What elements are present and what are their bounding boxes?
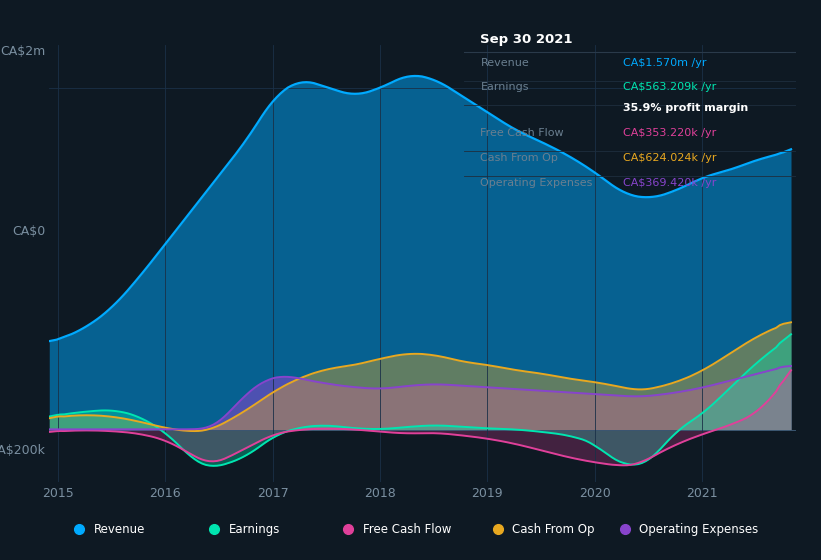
Text: -CA$200k: -CA$200k xyxy=(0,444,45,456)
Text: Free Cash Flow: Free Cash Flow xyxy=(480,128,564,138)
Text: Free Cash Flow: Free Cash Flow xyxy=(363,522,452,536)
Text: Revenue: Revenue xyxy=(480,58,530,68)
Text: Cash From Op: Cash From Op xyxy=(512,522,595,536)
Text: CA$0: CA$0 xyxy=(12,225,45,238)
Text: Sep 30 2021: Sep 30 2021 xyxy=(480,33,573,46)
Text: CA$624.024k /yr: CA$624.024k /yr xyxy=(623,153,717,163)
Text: Earnings: Earnings xyxy=(228,522,280,536)
Text: CA$563.209k /yr: CA$563.209k /yr xyxy=(623,82,717,92)
Text: 35.9% profit margin: 35.9% profit margin xyxy=(623,104,749,113)
Text: Cash From Op: Cash From Op xyxy=(480,153,558,163)
Text: Revenue: Revenue xyxy=(94,522,145,536)
Text: Operating Expenses: Operating Expenses xyxy=(640,522,759,536)
Text: CA$1.570m /yr: CA$1.570m /yr xyxy=(623,58,707,68)
Text: CA$369.420k /yr: CA$369.420k /yr xyxy=(623,178,717,188)
Text: Earnings: Earnings xyxy=(480,82,529,92)
Text: CA$353.220k /yr: CA$353.220k /yr xyxy=(623,128,717,138)
Text: Operating Expenses: Operating Expenses xyxy=(480,178,593,188)
Text: CA$2m: CA$2m xyxy=(0,45,45,58)
